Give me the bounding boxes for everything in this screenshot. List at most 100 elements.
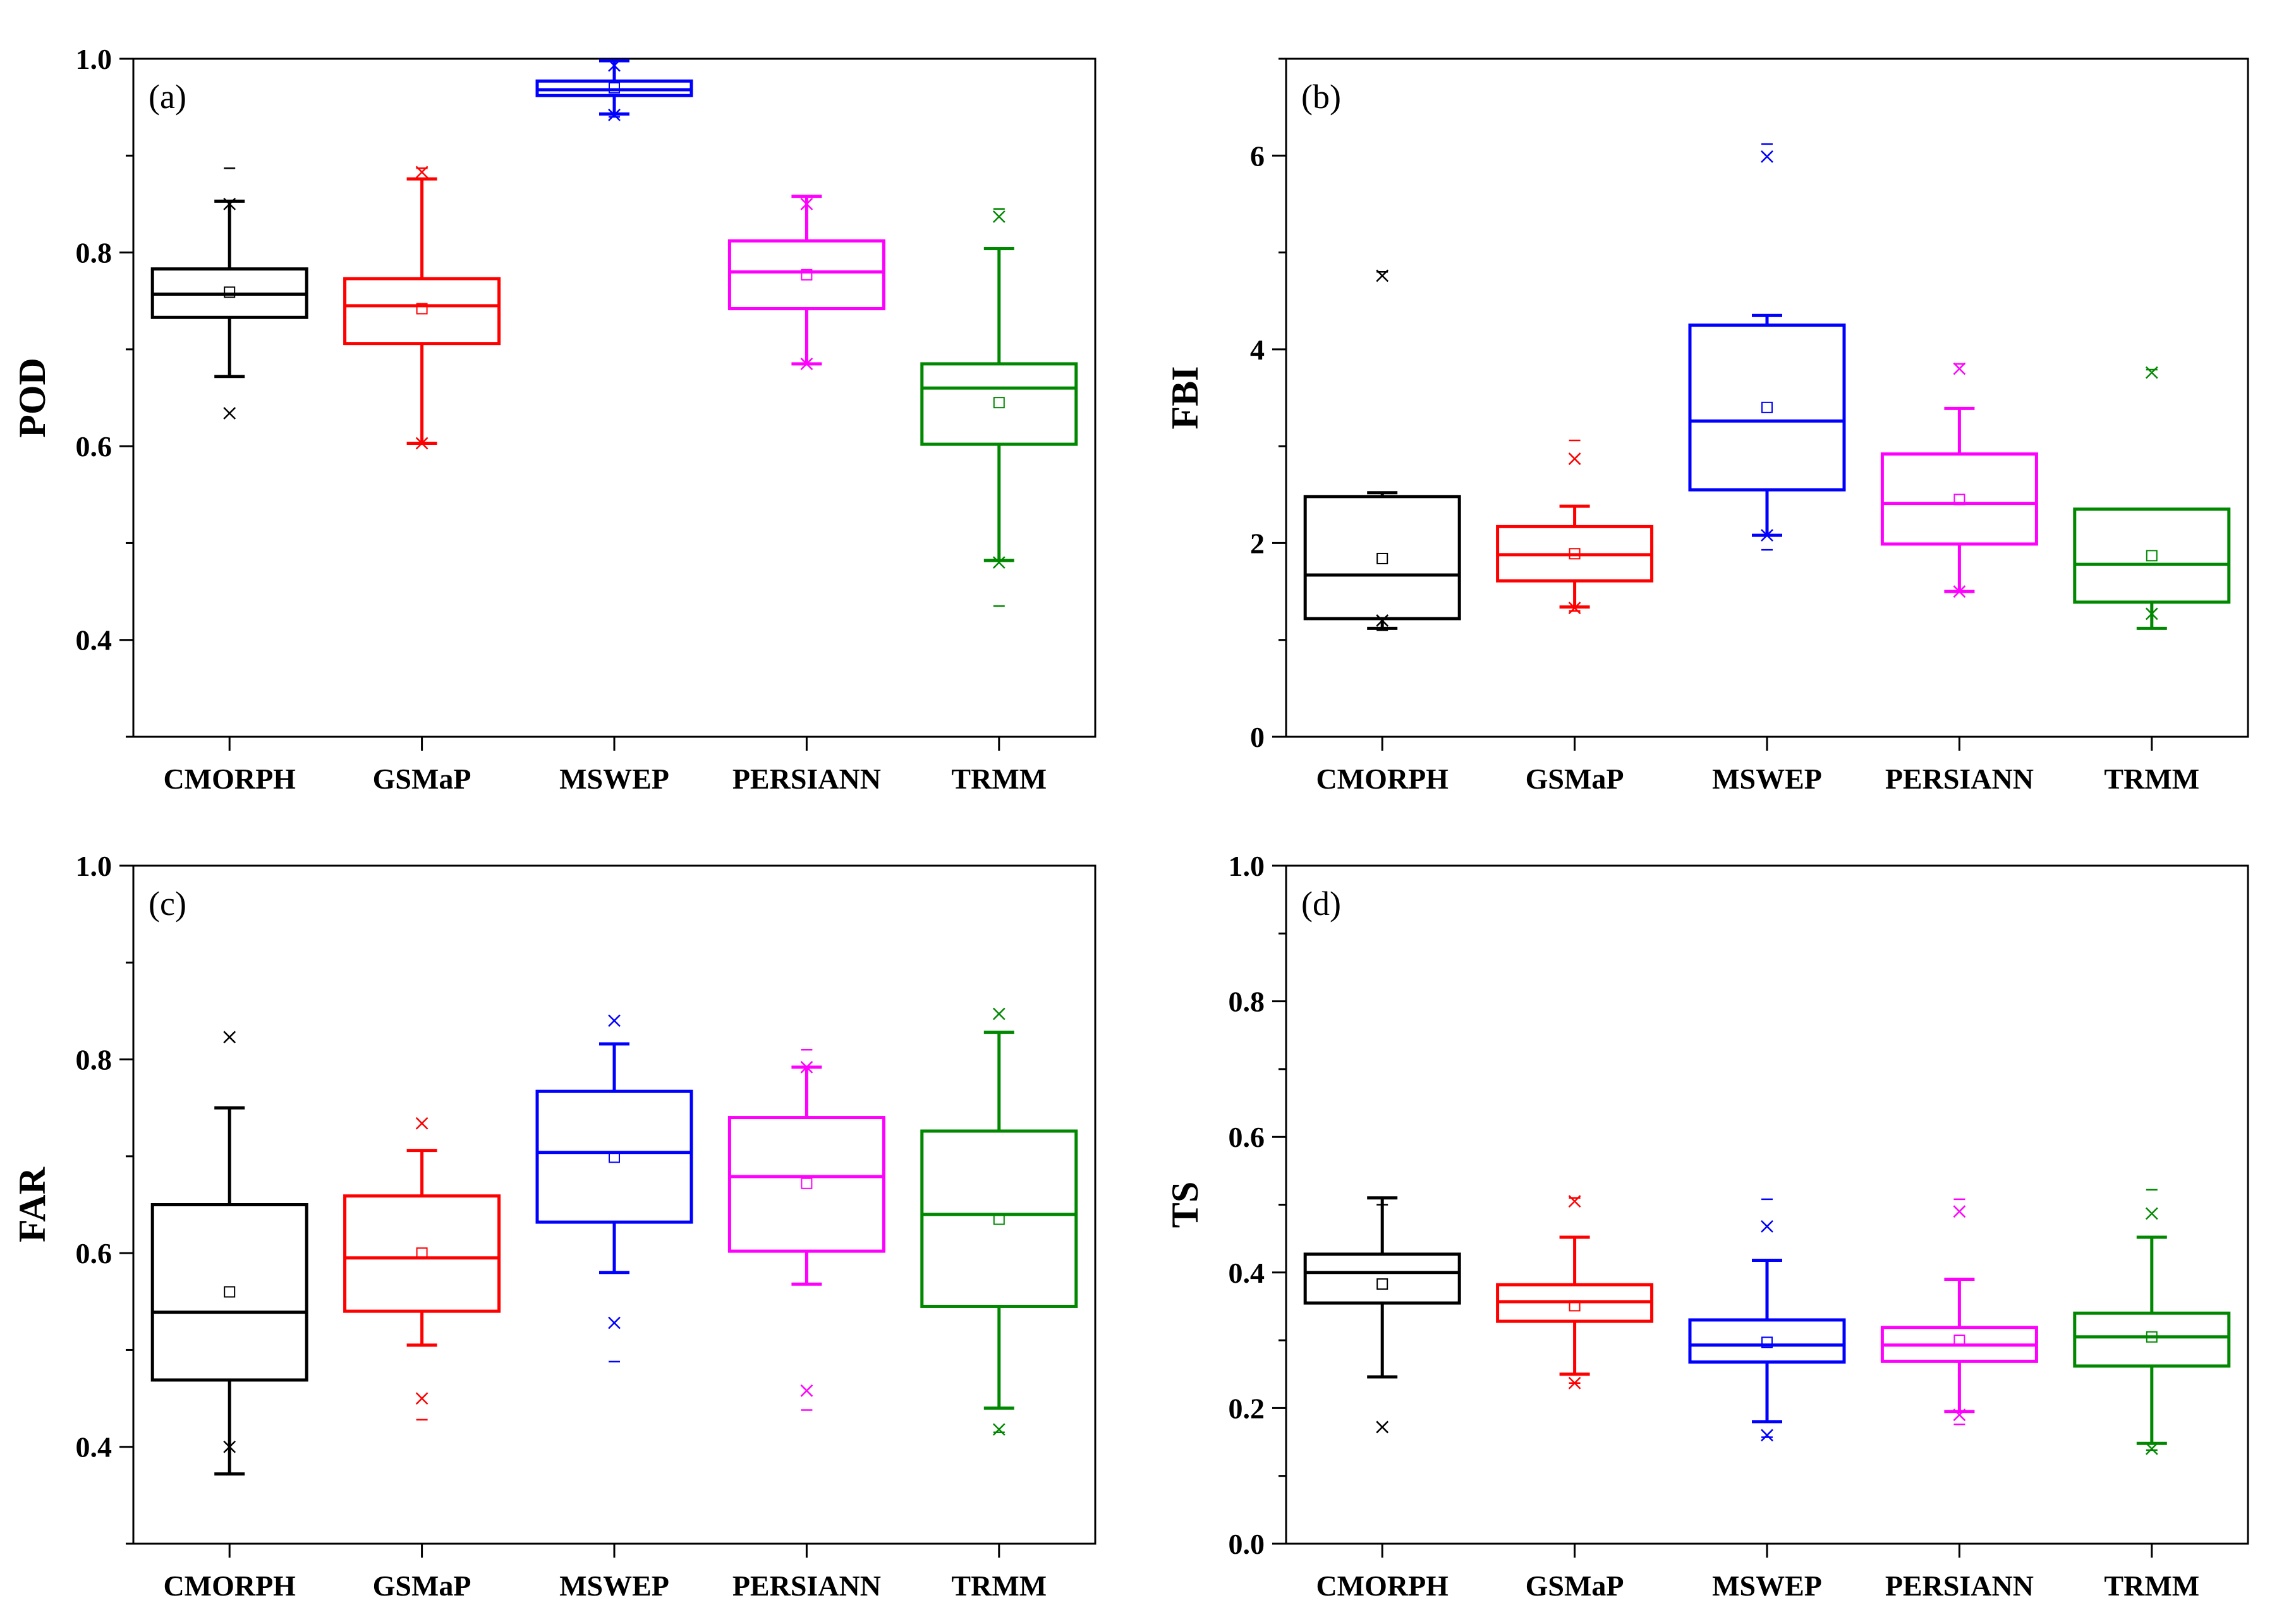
y-axis-ticks: 0.4 0.6 0.8 1.0: [76, 43, 133, 738]
iqr-box: [727, 1116, 885, 1253]
mean-marker: [2146, 1331, 2158, 1343]
x-axis-category-labels: CMORPH GSMaP MSWEP PERSIANN TRMM: [163, 1544, 1047, 1602]
y-tick-label: 0.8: [1229, 986, 1265, 1018]
outlier-x-marker: [223, 1031, 236, 1044]
x-category-label: PERSIANN: [1885, 763, 2034, 795]
box-mswep: [535, 59, 693, 121]
mean-marker: [1376, 1278, 1388, 1290]
y-tick-label: 0.0: [1229, 1528, 1265, 1560]
outlier-x-marker: [1953, 1408, 1966, 1422]
outlier-x-marker: [1376, 614, 1389, 627]
iqr-box: [343, 1194, 501, 1313]
outlier-x-marker: [223, 407, 236, 420]
box-cmorph: [1303, 269, 1461, 631]
outlier-x-marker: [608, 109, 621, 121]
outlier-x-marker: [608, 1316, 621, 1329]
outlier-x-marker: [1761, 1220, 1773, 1233]
iqr-box: [1688, 324, 1846, 492]
box-gsmap: [343, 166, 501, 450]
y-axis-title: FAR: [11, 1166, 53, 1242]
x-category-label: CMORPH: [163, 763, 296, 795]
y-tick-label: 2: [1250, 527, 1265, 559]
outlier-x-marker: [2145, 1442, 2158, 1455]
plot-content: [150, 1007, 1078, 1476]
outlier-x-marker: [1953, 1205, 1966, 1218]
x-axis-category-labels: CMORPH GSMaP MSWEP PERSIANN TRMM: [1316, 737, 2199, 795]
mean-marker: [416, 303, 428, 315]
outlier-x-marker: [800, 1060, 813, 1074]
mean-marker: [224, 286, 236, 298]
y-tick-label: 1.0: [76, 43, 112, 75]
iqr-box: [920, 362, 1078, 446]
x-category-label: MSWEP: [1712, 763, 1822, 795]
outlier-x-marker: [1953, 362, 1966, 375]
mean-marker: [1569, 1300, 1581, 1312]
x-category-label: TRMM: [951, 763, 1047, 795]
y-tick-label: 0.8: [76, 1044, 112, 1076]
outlier-x-marker: [608, 1014, 621, 1027]
panel-label: (c): [149, 885, 186, 923]
y-tick-label: 0.8: [76, 237, 112, 269]
x-category-label: PERSIANN: [732, 763, 881, 795]
outlier-x-marker: [1568, 602, 1581, 615]
iqr-box: [1688, 1318, 1846, 1364]
iqr-box: [1880, 452, 2038, 546]
x-category-label: MSWEP: [1712, 1570, 1822, 1602]
iqr-box: [1303, 495, 1461, 621]
box-cmorph: [150, 167, 308, 420]
mean-marker: [1376, 552, 1388, 564]
mean-marker: [2146, 550, 2158, 562]
outlier-x-marker: [2145, 366, 2158, 379]
x-category-label: PERSIANN: [732, 1570, 881, 1602]
y-tick-label: 1.0: [76, 850, 112, 882]
mean-marker: [416, 1247, 428, 1259]
outlier-x-marker: [1761, 529, 1773, 542]
y-tick-label: 0.4: [1229, 1257, 1265, 1289]
outlier-x-marker: [223, 198, 236, 210]
box-gsmap: [1496, 1195, 1654, 1390]
x-category-label: GSMaP: [1526, 1570, 1624, 1602]
x-category-label: PERSIANN: [1885, 1570, 2034, 1602]
box-trmm: [2073, 366, 2231, 630]
mean-marker: [993, 397, 1005, 409]
y-axis-ticks: 0.0 0.2 0.4 0.6 0.8 1.0: [1229, 850, 1286, 1560]
plot-frame: [1285, 864, 2249, 1545]
outlier-x-marker: [415, 437, 428, 450]
iqr-box: [2073, 507, 2231, 604]
outlier-x-marker: [1568, 452, 1581, 465]
x-category-label: TRMM: [2104, 763, 2199, 795]
y-tick-label: 0.4: [76, 1431, 112, 1463]
box-gsmap: [343, 1117, 501, 1421]
box-persiann: [1880, 1198, 2038, 1426]
panel-a-pod: 0.4 0.6 0.8 1.0 CMORPH GSMaP MSWEP PERSIANN TRM…: [11, 43, 1096, 795]
outlier-x-marker: [800, 198, 813, 210]
box-persiann: [727, 1048, 885, 1411]
mean-marker: [801, 269, 813, 281]
outlier-x-marker: [800, 1384, 813, 1397]
mean-marker: [801, 1177, 813, 1189]
mean-marker: [224, 1286, 236, 1298]
outlier-x-marker: [2145, 1207, 2158, 1220]
outlier-x-marker: [1376, 1420, 1389, 1434]
box-mswep: [1688, 1198, 1846, 1442]
y-axis-title: FBI: [1164, 366, 1206, 429]
y-axis-ticks: 0.4 0.6 0.8 1.0: [76, 850, 133, 1545]
iqr-box: [920, 1129, 1078, 1308]
panel-d-ts: 0.0 0.2 0.4 0.6 0.8 1.0 CMORPH GSMaP MSWEP PERSI…: [1164, 850, 2249, 1602]
outlier-x-marker: [223, 1440, 236, 1453]
outlier-x-marker: [1761, 1429, 1773, 1442]
outlier-x-marker: [415, 1117, 428, 1130]
mean-marker: [993, 1213, 1005, 1225]
iqr-box: [727, 239, 885, 310]
mean-marker: [609, 82, 620, 94]
outlier-x-marker: [2145, 607, 2158, 621]
x-category-label: CMORPH: [1316, 1570, 1449, 1602]
y-tick-label: 0.6: [76, 430, 112, 463]
mean-marker: [1953, 1335, 1965, 1347]
mean-marker: [1953, 494, 1965, 506]
box-trmm: [920, 1007, 1078, 1436]
x-category-label: GSMaP: [1526, 763, 1624, 795]
y-axis-title: TS: [1164, 1182, 1206, 1228]
mean-marker: [1569, 548, 1581, 560]
